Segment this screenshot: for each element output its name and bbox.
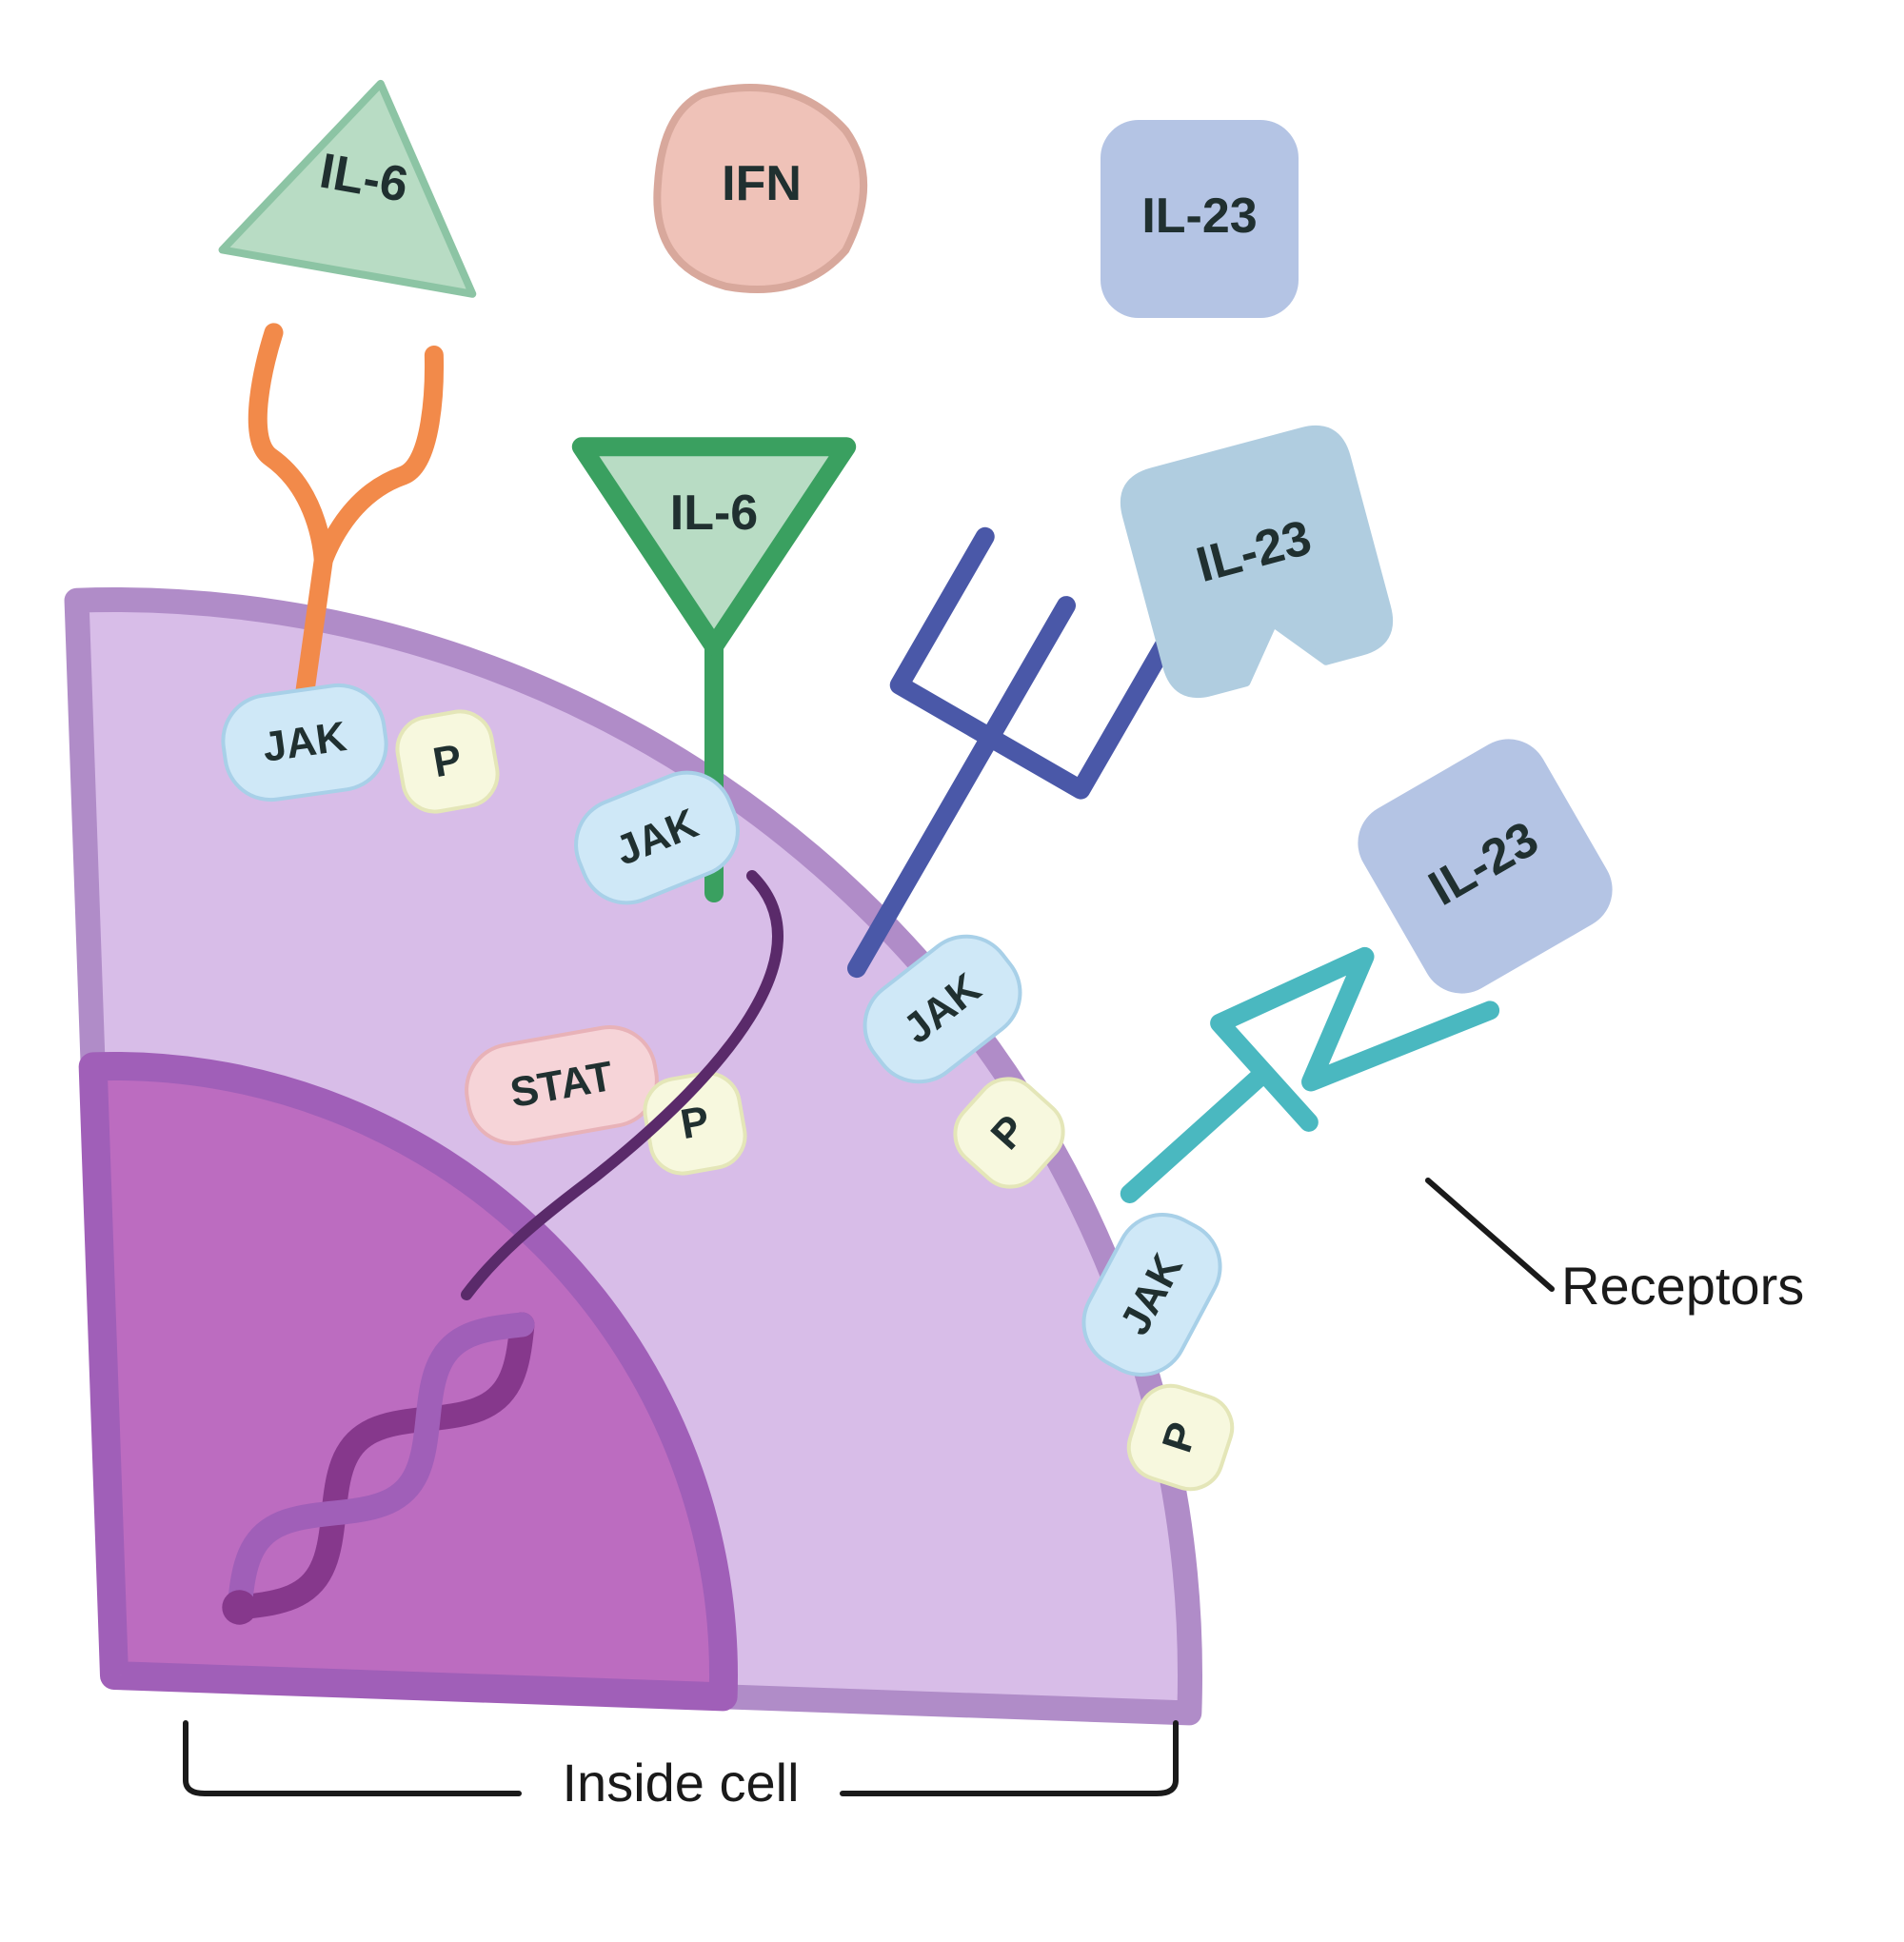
- cytokine-il23-a: IL-23: [1104, 124, 1295, 314]
- cytokine-label: IL-6: [670, 486, 758, 541]
- diagram-canvas: JAKPJAKJAKPJAKPSTATP IL-6IFNIL-23IL-6IL-…: [0, 0, 1904, 1942]
- inside-label: Inside cell: [562, 1753, 799, 1813]
- diagram-svg: JAKPJAKJAKPJAKPSTATP IL-6IFNIL-23IL-6IL-…: [0, 0, 1904, 1942]
- triangle-icon: [582, 446, 846, 646]
- p-protein: P: [392, 706, 503, 817]
- cytokine-il6-free: IL-6: [223, 62, 506, 294]
- receptors-leader: [1428, 1180, 1552, 1289]
- cytokine-ifn: IFN: [657, 88, 863, 289]
- receptors-label: Receptors: [1561, 1256, 1804, 1316]
- cytokine-il6-bound: IL-6: [582, 446, 846, 646]
- cytokine-label: IFN: [722, 156, 802, 211]
- cytokine-il23-c: IL-23: [1349, 730, 1622, 1003]
- cytokine-label: IL-23: [1141, 188, 1257, 244]
